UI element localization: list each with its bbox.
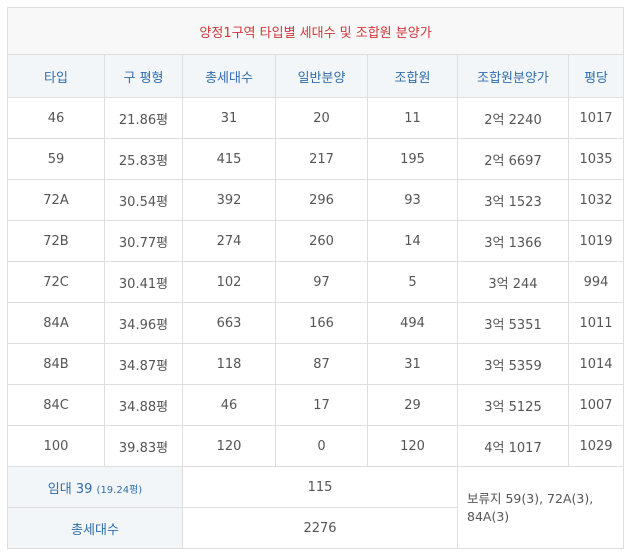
reserved-note: 보류지 59(3), 72A(3), 84A(3): [456, 466, 625, 549]
cell-member: 29: [367, 384, 458, 426]
table-row: 72B 30.77평 274 260 14 3억 1366 1019: [7, 220, 625, 262]
cell-member: 195: [367, 138, 458, 180]
cell-per-pyeong: 1029: [567, 425, 625, 467]
cell-general-sale: 217: [275, 138, 368, 180]
cell-general-sale: 0: [275, 425, 368, 467]
table-row: 72A 30.54평 392 296 93 3억 1523 1032: [7, 179, 625, 221]
cell-per-pyeong: 1014: [567, 343, 625, 385]
cell-member-price: 3억 1366: [457, 220, 569, 262]
table-row: 59 25.83평 415 217 195 2억 6697 1035: [7, 138, 625, 180]
cell-per-pyeong: 1007: [567, 384, 625, 426]
cell-type: 84B: [7, 343, 105, 385]
table-row: 72C 30.41평 102 97 5 3억 244 994: [7, 261, 625, 303]
cell-type: 84C: [7, 384, 105, 426]
cell-general-sale: 20: [275, 97, 368, 139]
header-general-sale: 일반분양: [275, 54, 368, 98]
total-units-value: 2276: [182, 507, 458, 549]
header-member-price: 조합원분양가: [457, 54, 569, 98]
cell-type: 100: [7, 425, 105, 467]
cell-old-pyeong: 39.83평: [104, 425, 183, 467]
cell-member-price: 3억 1523: [457, 179, 569, 221]
cell-type: 46: [7, 97, 105, 139]
cell-general-sale: 17: [275, 384, 368, 426]
cell-per-pyeong: 1032: [567, 179, 625, 221]
header-per-pyeong: 평당: [567, 54, 625, 98]
cell-member-price: 3억 244: [457, 261, 569, 303]
cell-member: 31: [367, 343, 458, 385]
table-row: 84C 34.88평 46 17 29 3억 5125 1007: [7, 384, 625, 426]
cell-total-units: 46: [182, 384, 276, 426]
cell-total-units: 102: [182, 261, 276, 303]
cell-type: 84A: [7, 302, 105, 344]
rental-label-sub: (19.24평): [96, 484, 143, 496]
cell-per-pyeong: 994: [567, 261, 625, 303]
cell-old-pyeong: 34.87평: [104, 343, 183, 385]
table-title: 양정1구역 타입별 세대수 및 조합원 분양가: [6, 7, 625, 55]
cell-total-units: 120: [182, 425, 276, 467]
cell-total-units: 118: [182, 343, 276, 385]
rental-label: 임대 39 (19.24평): [7, 466, 183, 508]
rental-value: 115: [182, 466, 458, 508]
unit-price-table: 양정1구역 타입별 세대수 및 조합원 분양가 타입 구 평형 총세대수 일반분…: [6, 7, 625, 549]
cell-total-units: 274: [182, 220, 276, 262]
header-total-units: 총세대수: [182, 54, 276, 98]
table-row: 100 39.83평 120 0 120 4억 1017 1029: [7, 425, 625, 467]
cell-member: 93: [367, 179, 458, 221]
cell-member: 5: [367, 261, 458, 303]
cell-member-price: 3억 5125: [457, 384, 569, 426]
cell-old-pyeong: 25.83평: [104, 138, 183, 180]
header-member: 조합원: [367, 54, 458, 98]
cell-member: 11: [367, 97, 458, 139]
cell-general-sale: 260: [275, 220, 368, 262]
cell-per-pyeong: 1019: [567, 220, 625, 262]
cell-type: 72C: [7, 261, 105, 303]
rental-label-text: 임대 39: [47, 481, 93, 497]
cell-member: 120: [367, 425, 458, 467]
header-old-pyeong: 구 평형: [104, 54, 183, 98]
cell-member-price: 2억 6697: [457, 138, 569, 180]
cell-type: 72B: [7, 220, 105, 262]
cell-per-pyeong: 1011: [567, 302, 625, 344]
cell-old-pyeong: 34.96평: [104, 302, 183, 344]
cell-old-pyeong: 34.88평: [104, 384, 183, 426]
header-row: 타입 구 평형 총세대수 일반분양 조합원 조합원분양가 평당: [7, 54, 625, 98]
cell-general-sale: 166: [275, 302, 368, 344]
table-row: 84B 34.87평 118 87 31 3억 5359 1014: [7, 343, 625, 385]
cell-total-units: 31: [182, 97, 276, 139]
cell-member-price: 2억 2240: [457, 97, 569, 139]
table-row: 46 21.86평 31 20 11 2억 2240 1017: [7, 97, 625, 139]
cell-type: 72A: [7, 179, 105, 221]
cell-total-units: 663: [182, 302, 276, 344]
total-units-label: 총세대수: [7, 507, 183, 549]
cell-general-sale: 97: [275, 261, 368, 303]
cell-general-sale: 296: [275, 179, 368, 221]
header-type: 타입: [7, 54, 105, 98]
cell-old-pyeong: 30.54평: [104, 179, 183, 221]
cell-total-units: 392: [182, 179, 276, 221]
table-row: 84A 34.96평 663 166 494 3억 5351 1011: [7, 302, 625, 344]
cell-old-pyeong: 30.77평: [104, 220, 183, 262]
cell-general-sale: 87: [275, 343, 368, 385]
cell-member: 14: [367, 220, 458, 262]
cell-member-price: 3억 5359: [457, 343, 569, 385]
cell-type: 59: [7, 138, 105, 180]
cell-per-pyeong: 1017: [567, 97, 625, 139]
cell-per-pyeong: 1035: [567, 138, 625, 180]
cell-total-units: 415: [182, 138, 276, 180]
cell-member: 494: [367, 302, 458, 344]
cell-member-price: 3억 5351: [457, 302, 569, 344]
cell-old-pyeong: 30.41평: [104, 261, 183, 303]
cell-member-price: 4억 1017: [457, 425, 569, 467]
cell-old-pyeong: 21.86평: [104, 97, 183, 139]
